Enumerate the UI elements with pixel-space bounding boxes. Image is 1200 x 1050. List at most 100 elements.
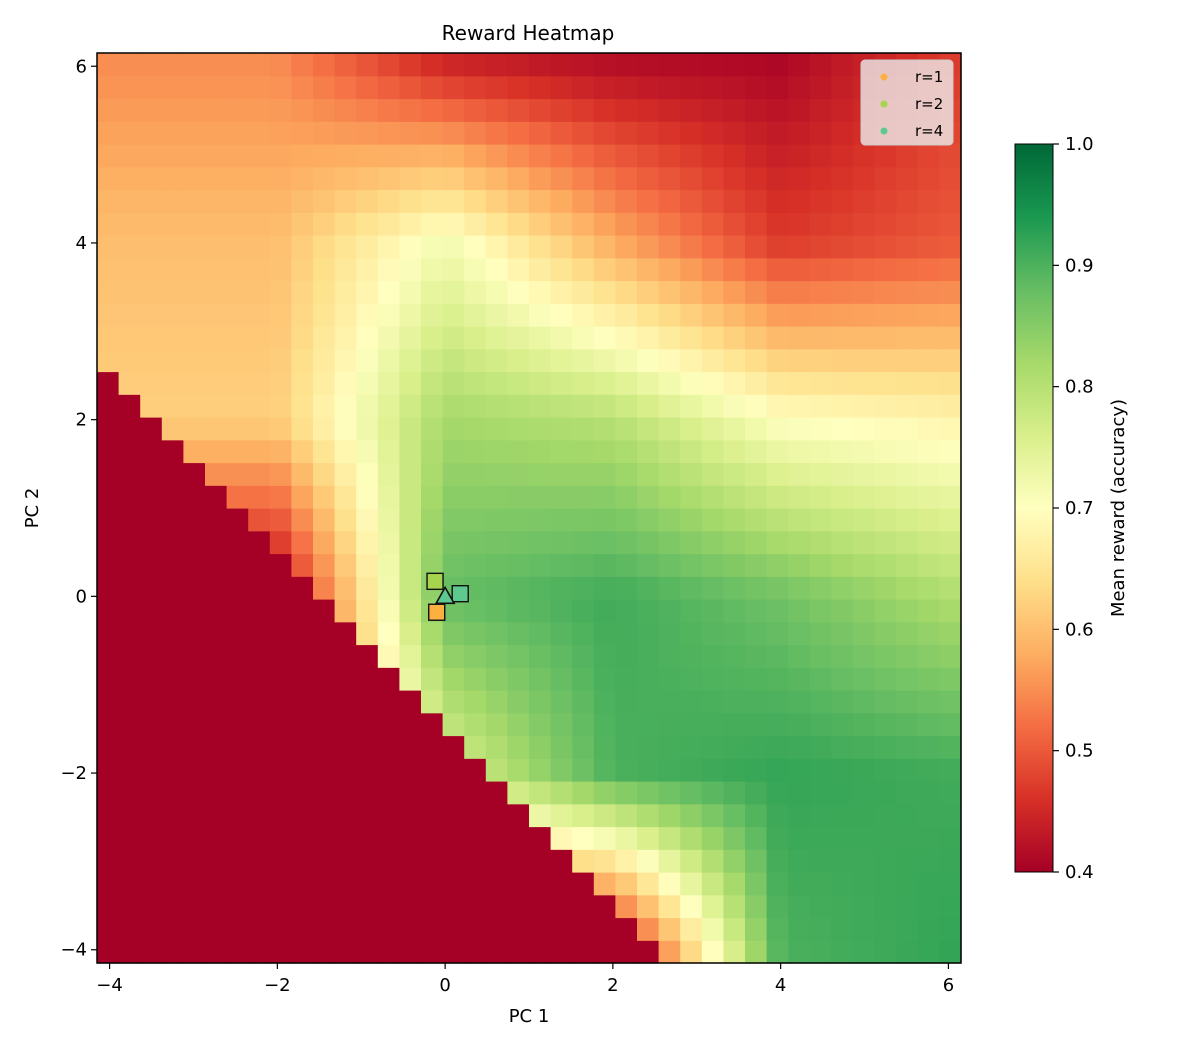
heatmap-cell [788, 166, 811, 191]
heatmap-cell [183, 553, 206, 577]
heatmap-cell [97, 348, 120, 373]
heatmap-cell [809, 257, 832, 282]
heatmap-cell [550, 826, 573, 850]
heatmap-cell [97, 758, 120, 782]
heatmap-cell [939, 462, 962, 486]
heatmap-cell [205, 348, 228, 373]
heatmap-cell [442, 326, 465, 350]
heatmap-cell [118, 940, 141, 964]
heatmap-cell [442, 621, 465, 646]
heatmap-cell [226, 303, 249, 327]
heatmap-cell [593, 599, 616, 623]
heatmap-cell [529, 872, 552, 896]
legend-label: r=1 [915, 68, 943, 86]
heatmap-cell [97, 212, 120, 236]
heatmap-cell [464, 553, 487, 577]
heatmap-cell [939, 235, 962, 259]
heatmap-cell [269, 621, 292, 646]
heatmap-cell [356, 212, 379, 236]
heatmap-cell [853, 712, 876, 737]
heatmap-cell [377, 872, 400, 896]
heatmap-cell [399, 849, 422, 873]
heatmap-cell [269, 940, 292, 964]
heatmap-cell [550, 166, 573, 191]
heatmap-cell [637, 303, 660, 327]
heatmap-cell [464, 257, 487, 282]
heatmap-cell [118, 462, 141, 486]
heatmap-cell [399, 667, 422, 691]
heatmap-cell [917, 826, 940, 850]
heatmap-cell [853, 371, 876, 395]
heatmap-cell [485, 667, 508, 691]
heatmap-cell [788, 257, 811, 282]
heatmap-cell [572, 599, 595, 623]
x-axis-ticks: −4 −2 0 2 4 6 [96, 963, 954, 996]
heatmap-cell [291, 690, 314, 714]
heatmap-cell [183, 872, 206, 896]
heatmap-cell [658, 758, 681, 782]
heatmap-cell [140, 803, 163, 828]
heatmap-cell [615, 758, 638, 782]
heatmap-cell [226, 53, 249, 77]
heatmap-cell [226, 690, 249, 714]
heatmap-cell [853, 667, 876, 691]
legend-marker [880, 73, 888, 81]
heatmap-cell [745, 599, 768, 623]
heatmap-cell [766, 280, 789, 304]
heatmap-cell [442, 803, 465, 828]
heatmap-cell [658, 803, 681, 828]
heatmap-cell [593, 235, 616, 259]
heatmap-cell [291, 621, 314, 646]
heatmap-cell [464, 758, 487, 782]
heatmap-cell [788, 371, 811, 395]
heatmap-cell [291, 98, 314, 122]
heatmap-cell [917, 849, 940, 873]
heatmap-cell [97, 644, 120, 668]
heatmap-cell [637, 758, 660, 782]
heatmap-cell [97, 553, 120, 577]
heatmap-cell [399, 712, 422, 737]
x-tick-label: 4 [775, 975, 786, 996]
heatmap-cell [269, 348, 292, 373]
heatmap-cell [853, 576, 876, 600]
heatmap-cell [853, 758, 876, 782]
heatmap-cell [269, 235, 292, 259]
heatmap-cell [615, 690, 638, 714]
heatmap-cell [442, 508, 465, 532]
heatmap-cell [485, 439, 508, 464]
heatmap-cell [118, 235, 141, 259]
heatmap-cell [853, 894, 876, 919]
heatmap-cell [529, 53, 552, 77]
heatmap-cell [529, 348, 552, 373]
heatmap-cell [917, 803, 940, 828]
heatmap-cell [939, 576, 962, 600]
heatmap-cell [226, 712, 249, 737]
heatmap-cell [853, 644, 876, 668]
heatmap-cell [917, 758, 940, 782]
heatmap-cell [356, 144, 379, 168]
heatmap-cell [269, 98, 292, 122]
heatmap-cell [97, 576, 120, 600]
heatmap-cell [680, 621, 703, 646]
heatmap-cell [680, 371, 703, 395]
heatmap-cell [399, 121, 422, 145]
heatmap-cell [291, 53, 314, 77]
heatmap-cell [442, 439, 465, 464]
heatmap-cell [572, 144, 595, 168]
heatmap-cell [269, 576, 292, 600]
heatmap-cell [723, 826, 746, 850]
heatmap-cell [377, 257, 400, 282]
heatmap-cell [766, 781, 789, 805]
y-tick-label: −2 [60, 763, 87, 784]
heatmap-cell [593, 189, 616, 213]
heatmap-cell [745, 872, 768, 896]
heatmap-cell [399, 189, 422, 213]
heatmap-cell [205, 485, 228, 509]
heatmap-cell [615, 326, 638, 350]
heatmap-cell [723, 485, 746, 509]
heatmap-cell [485, 712, 508, 737]
heatmap-cell [507, 98, 530, 122]
heatmap-cell [572, 212, 595, 236]
x-tick-label: −4 [96, 975, 123, 996]
heatmap-cell [593, 826, 616, 850]
